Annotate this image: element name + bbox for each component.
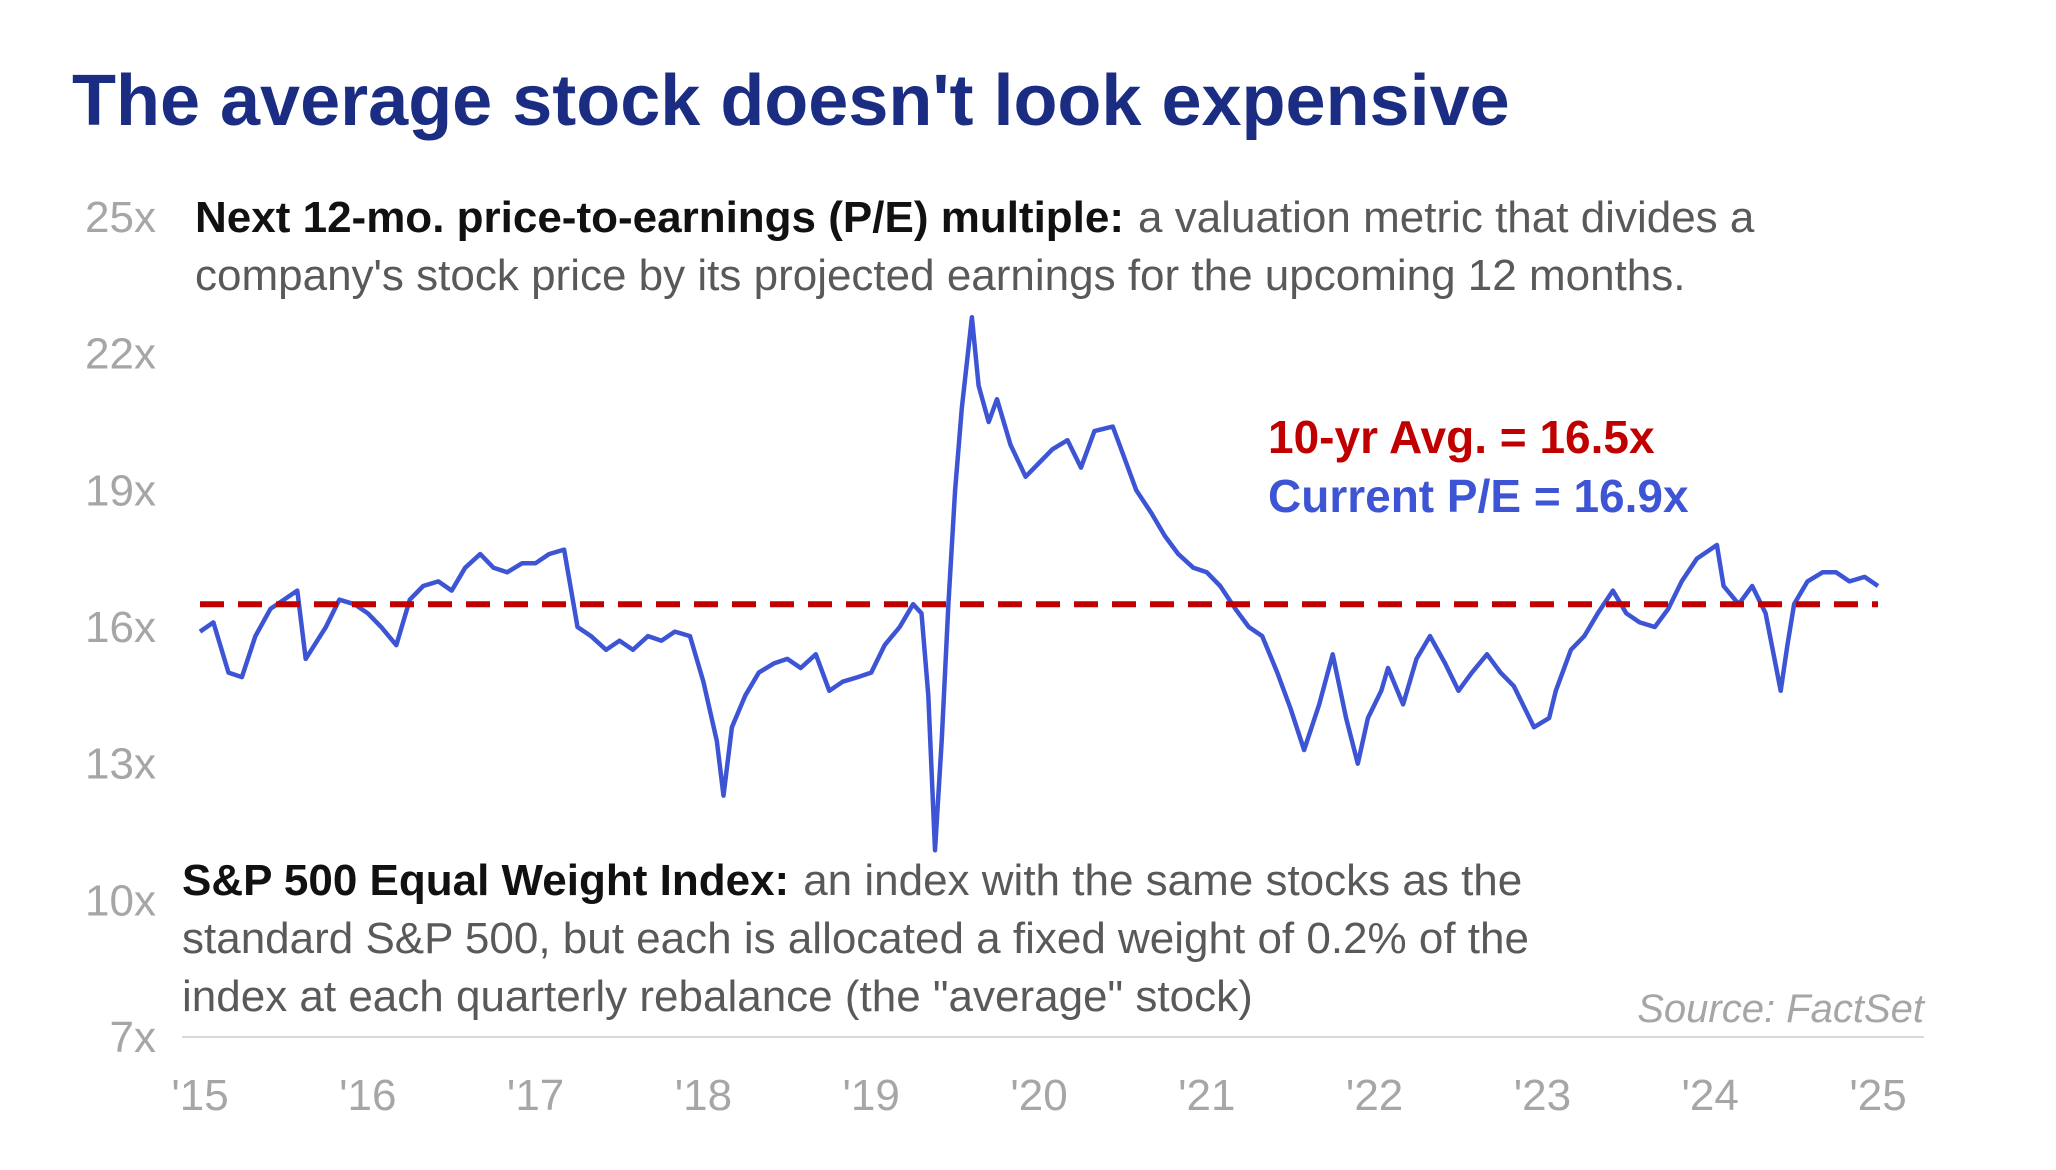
note-line: company's stock price by its projected e…: [195, 251, 1685, 300]
note: S&P 500 Equal Weight Index: an index with…: [182, 856, 1529, 1021]
source: Source: FactSet: [1637, 987, 1926, 1031]
x-tick-label: '23: [1514, 1071, 1571, 1120]
x-tick-label: '25: [1849, 1071, 1906, 1120]
y-tick-label: 25x: [85, 193, 156, 242]
annotation: 10-yr Avg. = 16.5x: [1268, 411, 1655, 463]
note-line: index at each quarterly rebalance (the "…: [182, 972, 1253, 1021]
x-tick-label: '15: [171, 1071, 228, 1120]
note-line: a valuation metric that divides a: [1138, 193, 1755, 242]
x-tick-label: '18: [675, 1071, 732, 1120]
y-tick-label: 13x: [85, 740, 156, 789]
annotation: Current P/E = 16.9x: [1268, 470, 1689, 522]
x-tick-label: '19: [843, 1071, 900, 1120]
chart-title: The average stock doesn't look expensive: [72, 61, 1510, 141]
note-line: an index with the same stocks as the: [803, 856, 1522, 905]
x-tick-label: '17: [507, 1071, 564, 1120]
x-tick-label: '20: [1010, 1071, 1067, 1120]
y-tick-label: 22x: [85, 330, 156, 379]
x-tick-label: '22: [1346, 1071, 1403, 1120]
x-tick-label: '16: [339, 1071, 396, 1120]
note-term: Next 12-mo. price-to-earnings (P/E) mult…: [195, 193, 1124, 242]
y-tick-label: 19x: [85, 466, 156, 515]
x-tick-label: '21: [1178, 1071, 1235, 1120]
note-term: S&P 500 Equal Weight Index:: [182, 856, 789, 905]
note-line: standard S&P 500, but each is allocated …: [182, 914, 1529, 963]
line: [198, 314, 1880, 853]
y-tick-label: 7x: [110, 1013, 156, 1062]
note: Next 12-mo. price-to-earnings (P/E) mult…: [195, 193, 1755, 300]
x-tick-label: '24: [1682, 1071, 1739, 1120]
y-tick-label: 10x: [85, 876, 156, 925]
y-tick-label: 16x: [85, 603, 156, 652]
